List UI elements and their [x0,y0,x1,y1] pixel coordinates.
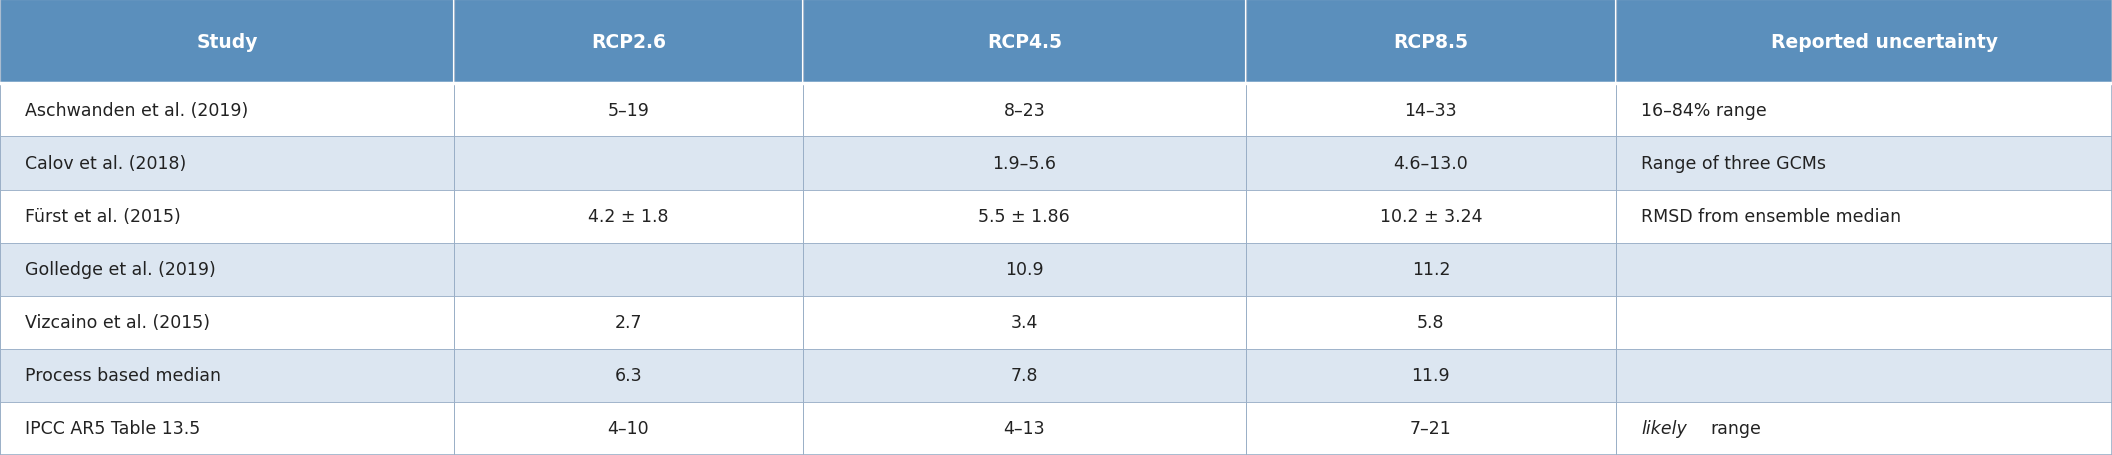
Bar [0,349,454,402]
Text: likely: likely [1641,420,1687,438]
Bar [454,296,803,349]
Bar [803,84,1246,137]
Bar [803,137,1246,190]
Text: 10.2 ± 3.24: 10.2 ± 3.24 [1379,207,1483,226]
Text: RMSD from ensemble median: RMSD from ensemble median [1641,207,1901,226]
Bar [1616,190,2112,243]
Text: Calov et al. (2018): Calov et al. (2018) [25,155,186,172]
Bar [0,137,454,190]
Bar [0,190,454,243]
Text: Golledge et al. (2019): Golledge et al. (2019) [25,261,215,278]
Text: Fürst et al. (2015): Fürst et al. (2015) [25,207,182,226]
Bar [1246,84,1616,137]
Text: Study: Study [196,33,258,51]
Text: RCP4.5: RCP4.5 [986,33,1062,51]
Bar [0,243,454,296]
Text: 11.2: 11.2 [1411,261,1451,278]
Bar [1616,349,2112,402]
Bar [454,349,803,402]
Bar [454,190,803,243]
Bar [0,402,454,455]
Bar [1616,137,2112,190]
Bar [1246,349,1616,402]
Text: 4.6–13.0: 4.6–13.0 [1394,155,1468,172]
Bar [1616,402,2112,455]
Text: 16–84% range: 16–84% range [1641,101,1768,120]
Text: 3.4: 3.4 [1012,313,1037,332]
Text: 10.9: 10.9 [1005,261,1043,278]
Bar [803,243,1246,296]
Text: 11.9: 11.9 [1411,367,1451,384]
Bar [1616,243,2112,296]
Text: 7–21: 7–21 [1411,420,1451,438]
Text: 2.7: 2.7 [615,313,642,332]
Bar [1246,137,1616,190]
Bar [1246,402,1616,455]
Bar [0,296,454,349]
Bar [1246,0,1616,84]
Bar [1616,84,2112,137]
Text: 4.2 ± 1.8: 4.2 ± 1.8 [587,207,670,226]
Bar [454,84,803,137]
Bar [803,402,1246,455]
Text: 14–33: 14–33 [1404,101,1457,120]
Text: Vizcaino et al. (2015): Vizcaino et al. (2015) [25,313,211,332]
Bar [803,0,1246,84]
Text: RCP8.5: RCP8.5 [1394,33,1468,51]
Text: Aschwanden et al. (2019): Aschwanden et al. (2019) [25,101,249,120]
Bar [454,402,803,455]
Bar [1616,0,2112,84]
Text: 8–23: 8–23 [1003,101,1045,120]
Text: 5.8: 5.8 [1417,313,1445,332]
Bar [454,137,803,190]
Bar [803,296,1246,349]
Bar [803,349,1246,402]
Bar [454,0,803,84]
Text: 4–10: 4–10 [608,420,648,438]
Bar [1246,296,1616,349]
Bar [1246,243,1616,296]
Text: 6.3: 6.3 [615,367,642,384]
Bar [454,243,803,296]
Text: Process based median: Process based median [25,367,222,384]
Bar [803,190,1246,243]
Text: RCP2.6: RCP2.6 [591,33,665,51]
Text: IPCC AR5 Table 13.5: IPCC AR5 Table 13.5 [25,420,201,438]
Text: 4–13: 4–13 [1003,420,1045,438]
Text: 7.8: 7.8 [1010,367,1039,384]
Text: range: range [1711,420,1761,438]
Text: 5.5 ± 1.86: 5.5 ± 1.86 [978,207,1071,226]
Bar [0,84,454,137]
Text: 5–19: 5–19 [608,101,648,120]
Text: Range of three GCMs: Range of three GCMs [1641,155,1827,172]
Bar [1246,190,1616,243]
Bar [1616,296,2112,349]
Bar [0,0,454,84]
Text: 1.9–5.6: 1.9–5.6 [993,155,1056,172]
Text: Reported uncertainty: Reported uncertainty [1772,33,1998,51]
